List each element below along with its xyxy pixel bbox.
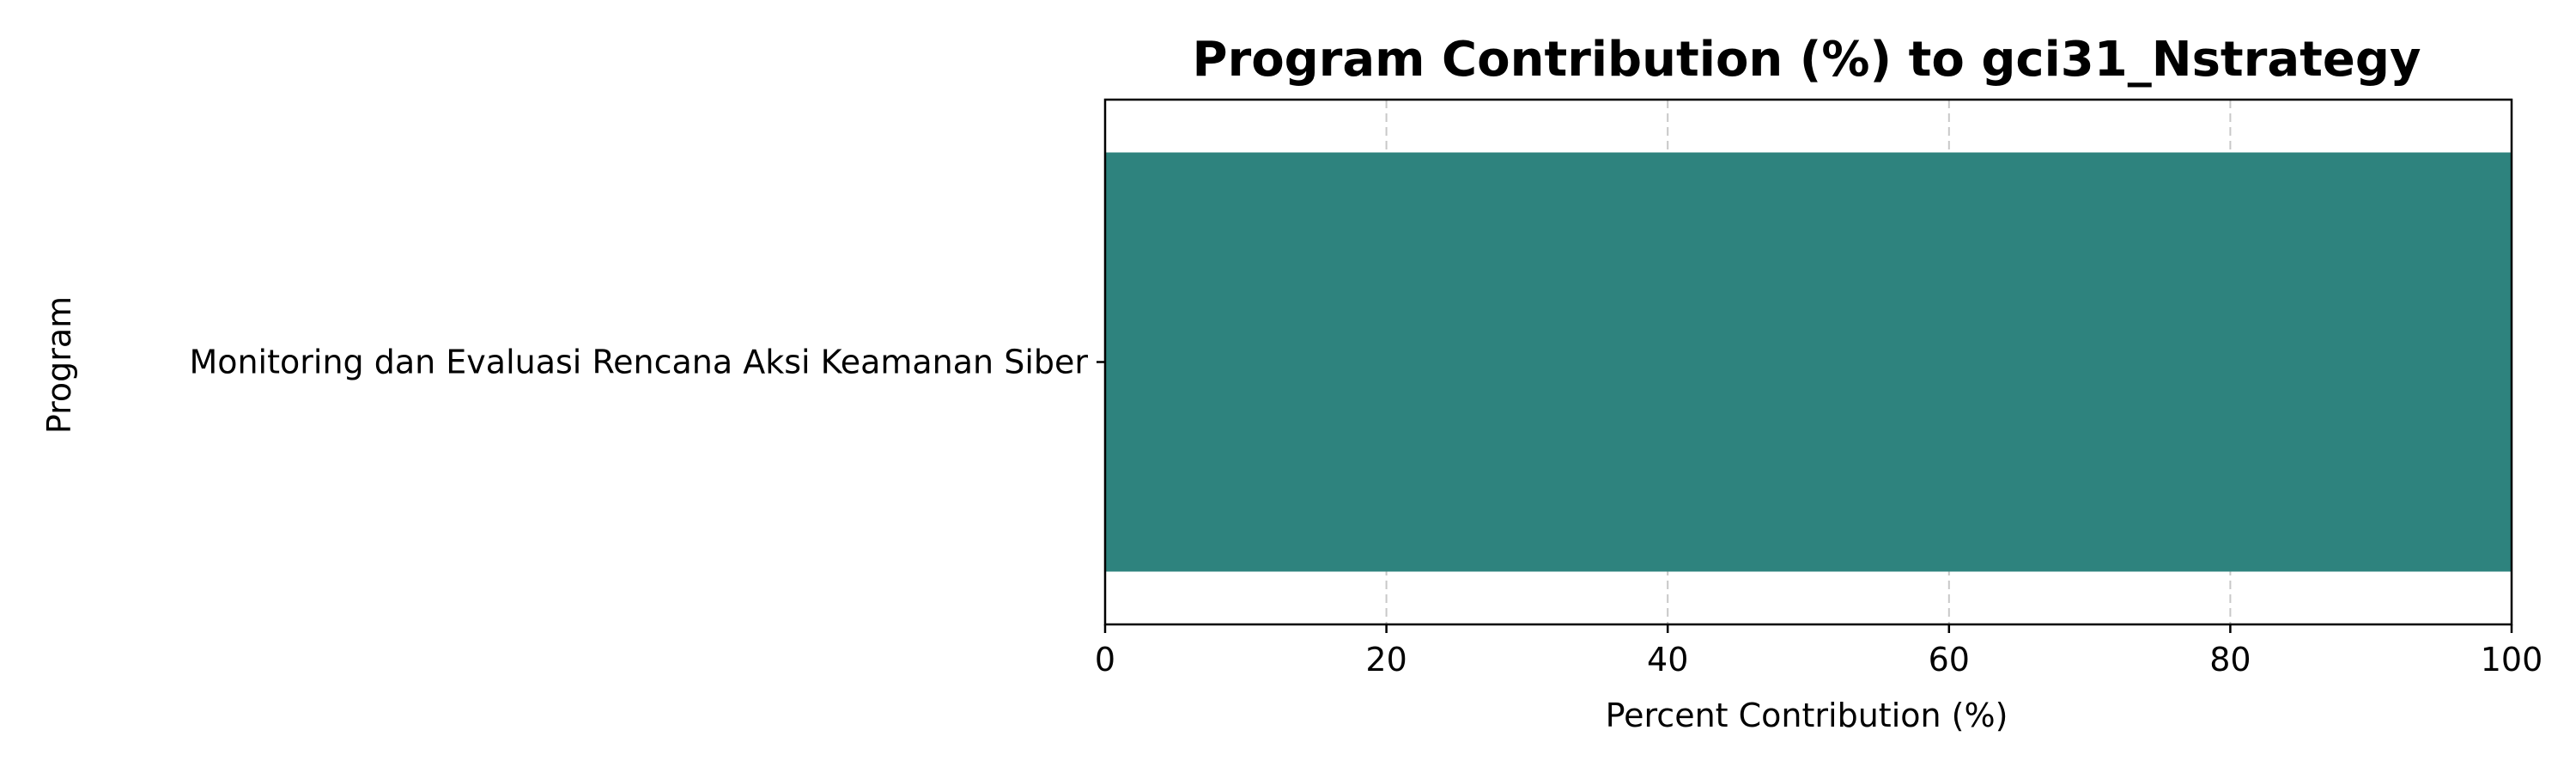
x-tick-label-5: 100	[2481, 641, 2543, 679]
chart-title: Program Contribution (%) to gci31_Nstrat…	[1193, 32, 2421, 88]
bars	[1105, 152, 2512, 572]
y-ticks: Monitoring dan Evaluasi Rencana Aksi Kea…	[189, 344, 1105, 381]
x-tick-label-1: 20	[1365, 641, 1406, 679]
x-ticks: 0 20 40 60 80 100	[1095, 624, 2543, 679]
y-axis-label: Program	[40, 296, 78, 434]
y-tick-label-0: Monitoring dan Evaluasi Rencana Aksi Kea…	[189, 344, 1088, 381]
x-tick-label-3: 60	[1929, 641, 1970, 679]
x-tick-label-2: 40	[1647, 641, 1688, 679]
x-axis-label: Percent Contribution (%)	[1606, 697, 2008, 734]
x-tick-label-4: 80	[2209, 641, 2251, 679]
bar-0	[1105, 152, 2512, 572]
x-tick-label-0: 0	[1095, 641, 1115, 679]
